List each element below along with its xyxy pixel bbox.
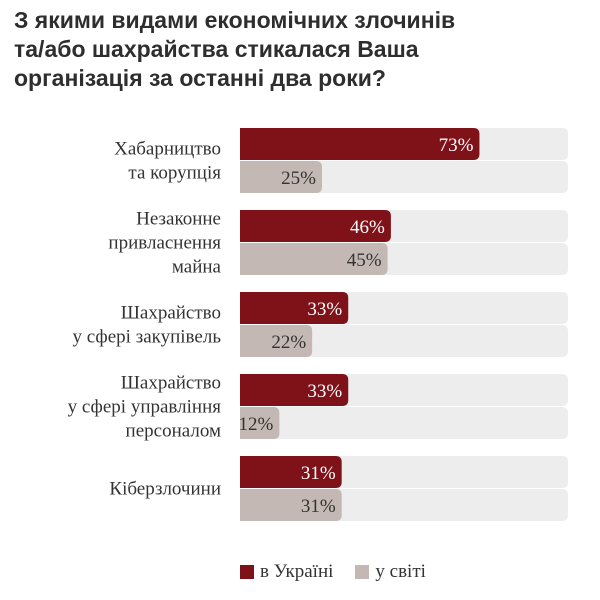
bar-world [240,325,313,357]
bar-ukraine [240,374,349,406]
bar-world [240,407,280,439]
legend-swatch-world [355,565,370,579]
data-label-ukraine: 73% [439,135,474,156]
data-label-ukraine: 46% [350,217,385,238]
bar-ukraine [240,456,342,488]
bar-ukraine [240,292,349,324]
legend-label-ukraine: в Україні [260,561,334,582]
category-label-line: Шахрайство [121,303,221,324]
bar-world [240,489,342,521]
bar-world [240,243,388,275]
legend-label-world: у світі [375,561,426,582]
legend-item-world: у світі [355,561,426,583]
category-label-line: Хабарництво [114,139,221,160]
category-label-line: Шахрайство [121,373,221,394]
category-label: Хабарництво та корупція [114,139,221,184]
category-label-line: майна [172,257,222,278]
category-label-line: та корупція [128,163,221,184]
bar-track-world [240,407,568,439]
category-label: Незаконне привласнення майна [108,209,221,278]
bar-ukraine [240,210,391,242]
bar-chart: 73% 25% Хабарництво та корупція 46% 45% Незако… [68,128,568,521]
legend-item-ukraine: в Україні [240,561,333,583]
category-label-line: у сфері управління [68,397,222,418]
data-label-ukraine: 33% [307,381,342,402]
bar-world [240,161,322,193]
bar-ukraine [240,128,480,160]
legend: в Україні у світі [240,561,448,583]
category-label-line: у сфері закупівель [73,327,222,348]
category-label-line: привласнення [108,233,221,254]
category-label: Шахрайство у сфері управління персоналом [68,373,222,442]
chart-title-line-3: організація за останні два роки? [14,65,386,91]
chart-title: З якими видами економічних злочинів та/а… [14,6,589,93]
data-label-world: 12% [239,414,274,435]
chart-title-line-1: З якими видами економічних злочинів [14,7,456,33]
data-label-world: 22% [271,332,306,353]
category-label: Кіберзлочини [109,479,221,500]
legend-swatch-ukraine [240,565,254,579]
data-label-ukraine: 31% [301,463,336,484]
category-label-line: Незаконне [136,209,221,230]
data-label-ukraine: 33% [307,299,342,320]
category-label-line: персоналом [126,421,221,442]
chart-title-line-2: та/або шахрайства стикалася Ваша [14,36,419,62]
data-label-world: 31% [301,496,336,517]
category-label-line: Кіберзлочини [109,479,221,500]
data-label-world: 25% [281,168,316,189]
data-label-world: 45% [347,250,382,271]
bar-track-world [240,325,568,357]
category-label: Шахрайство у сфері закупівель [73,303,222,348]
